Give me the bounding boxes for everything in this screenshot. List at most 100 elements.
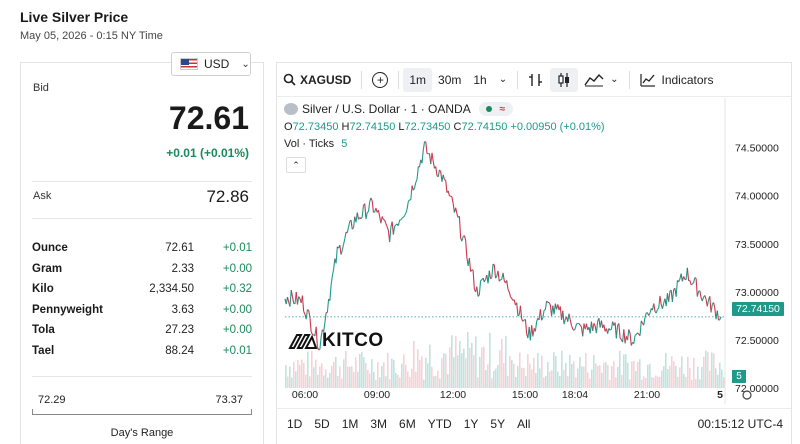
volume-bar xyxy=(653,377,655,388)
price-segment xyxy=(339,244,342,255)
price-segment xyxy=(386,226,389,231)
volume-bar xyxy=(411,368,413,388)
interval-1h[interactable]: 1h xyxy=(473,72,487,87)
symbol-search[interactable]: XAGUSD xyxy=(277,68,357,92)
quote-panel xyxy=(20,62,264,444)
volume-bar xyxy=(713,353,715,388)
interval-30m[interactable]: 30m xyxy=(438,72,462,87)
range-1y[interactable]: 1Y xyxy=(463,416,479,431)
price-chart[interactable]: 74.50000 74.00000 73.50000 73.00000 72.50000… xyxy=(277,98,791,404)
volume-bar xyxy=(501,338,503,388)
price-segment xyxy=(683,276,686,280)
price-segment xyxy=(308,310,311,318)
price-segment xyxy=(316,346,320,351)
open-label: O xyxy=(284,121,293,133)
volume-bar xyxy=(383,362,385,388)
volume-bar xyxy=(421,356,423,388)
volume-bar xyxy=(431,366,433,388)
indicators-label: Indicators xyxy=(661,72,714,87)
range-low: 72.29 xyxy=(38,394,66,406)
plus-circle-icon: + xyxy=(372,71,389,88)
us-flag-icon xyxy=(180,58,198,70)
time-tick-label: 5 xyxy=(717,389,723,401)
price-segment xyxy=(510,296,513,299)
range-3m[interactable]: 3M xyxy=(370,416,388,431)
volume-bar xyxy=(469,347,471,388)
volume-bar xyxy=(289,366,291,388)
price-segment xyxy=(472,270,475,290)
price-segment xyxy=(330,275,333,285)
volume-bar xyxy=(519,352,521,388)
volume-bar xyxy=(577,368,579,388)
volume-bar xyxy=(685,376,687,388)
market-status-badge[interactable]: ≈ xyxy=(478,102,513,116)
volume-bar xyxy=(689,367,691,388)
volume-bar xyxy=(611,366,613,388)
toolbar-divider xyxy=(398,70,400,89)
volume-bar xyxy=(337,375,339,388)
range-1d[interactable]: 1D xyxy=(287,416,303,431)
price-segment xyxy=(341,244,345,251)
unit-change: +0.00 xyxy=(222,303,252,316)
ask-price: 72.86 xyxy=(206,187,249,206)
candles-style-button[interactable] xyxy=(550,67,579,92)
compare-button[interactable]: + xyxy=(366,68,394,92)
range-ytd[interactable]: YTD xyxy=(427,416,452,431)
price-segment xyxy=(389,227,392,243)
price-segment xyxy=(352,216,356,228)
range-6m[interactable]: 6M xyxy=(399,416,416,431)
price-segment xyxy=(653,303,656,312)
range-5d[interactable]: 5D xyxy=(314,416,330,431)
volume-bar xyxy=(665,352,667,388)
volume-bar xyxy=(555,355,557,388)
volume-bar xyxy=(723,377,725,388)
price-segment xyxy=(326,299,330,313)
volume-bar xyxy=(637,361,639,388)
interval-1m[interactable]: 1m xyxy=(403,67,433,92)
price-segment xyxy=(694,277,697,279)
collapse-legend-button[interactable]: ⌃ xyxy=(286,157,306,173)
price-segment xyxy=(491,263,494,278)
price-segment xyxy=(370,197,373,202)
interval-dropdown[interactable]: ⌄ xyxy=(493,68,513,92)
price-segment xyxy=(344,231,347,239)
divider xyxy=(32,218,252,219)
price-segment xyxy=(519,305,523,320)
area-style-button[interactable]: ⌄ xyxy=(578,68,624,92)
unit-row: Tael 88.24 +0.01 xyxy=(32,341,252,362)
gear-icon[interactable] xyxy=(742,390,752,400)
volume-bar xyxy=(603,362,605,388)
price-segment xyxy=(329,284,332,301)
range-all[interactable]: All xyxy=(517,416,531,431)
volume-bar xyxy=(645,378,647,388)
unit-name: Tael xyxy=(32,344,55,357)
volume-bar xyxy=(567,376,569,388)
range-5y[interactable]: 5Y xyxy=(490,416,506,431)
volume-bar xyxy=(571,363,573,388)
price-segment xyxy=(346,226,350,233)
unit-row: Gram 2.33 +0.00 xyxy=(32,259,252,280)
volume-bar xyxy=(681,356,683,388)
volume-bar xyxy=(369,373,371,388)
close-label: C xyxy=(453,121,462,133)
volume-bar xyxy=(357,371,359,388)
indicators-button[interactable]: Indicators xyxy=(634,68,720,92)
chart-clock[interactable]: 00:15:12 UTC-4 xyxy=(697,416,783,431)
price-tick-label: 72.50000 xyxy=(735,335,779,347)
price-segment xyxy=(488,270,492,279)
price-segment xyxy=(657,307,660,310)
price-segment xyxy=(400,217,403,221)
volume-bar xyxy=(323,375,325,388)
bars-style-button[interactable] xyxy=(522,68,550,92)
range-1m[interactable]: 1M xyxy=(341,416,359,431)
volume-bar xyxy=(493,370,495,388)
volume-bar xyxy=(667,369,669,388)
price-segment xyxy=(628,329,631,334)
price-segment xyxy=(563,319,566,325)
price-segment xyxy=(497,270,500,282)
currency-select[interactable]: USD ⌄ xyxy=(171,52,251,76)
price-segment xyxy=(320,329,323,338)
bid-change: +0.01 (+0.01%) xyxy=(166,146,249,160)
price-segment xyxy=(360,216,363,220)
volume-bar xyxy=(539,368,541,388)
